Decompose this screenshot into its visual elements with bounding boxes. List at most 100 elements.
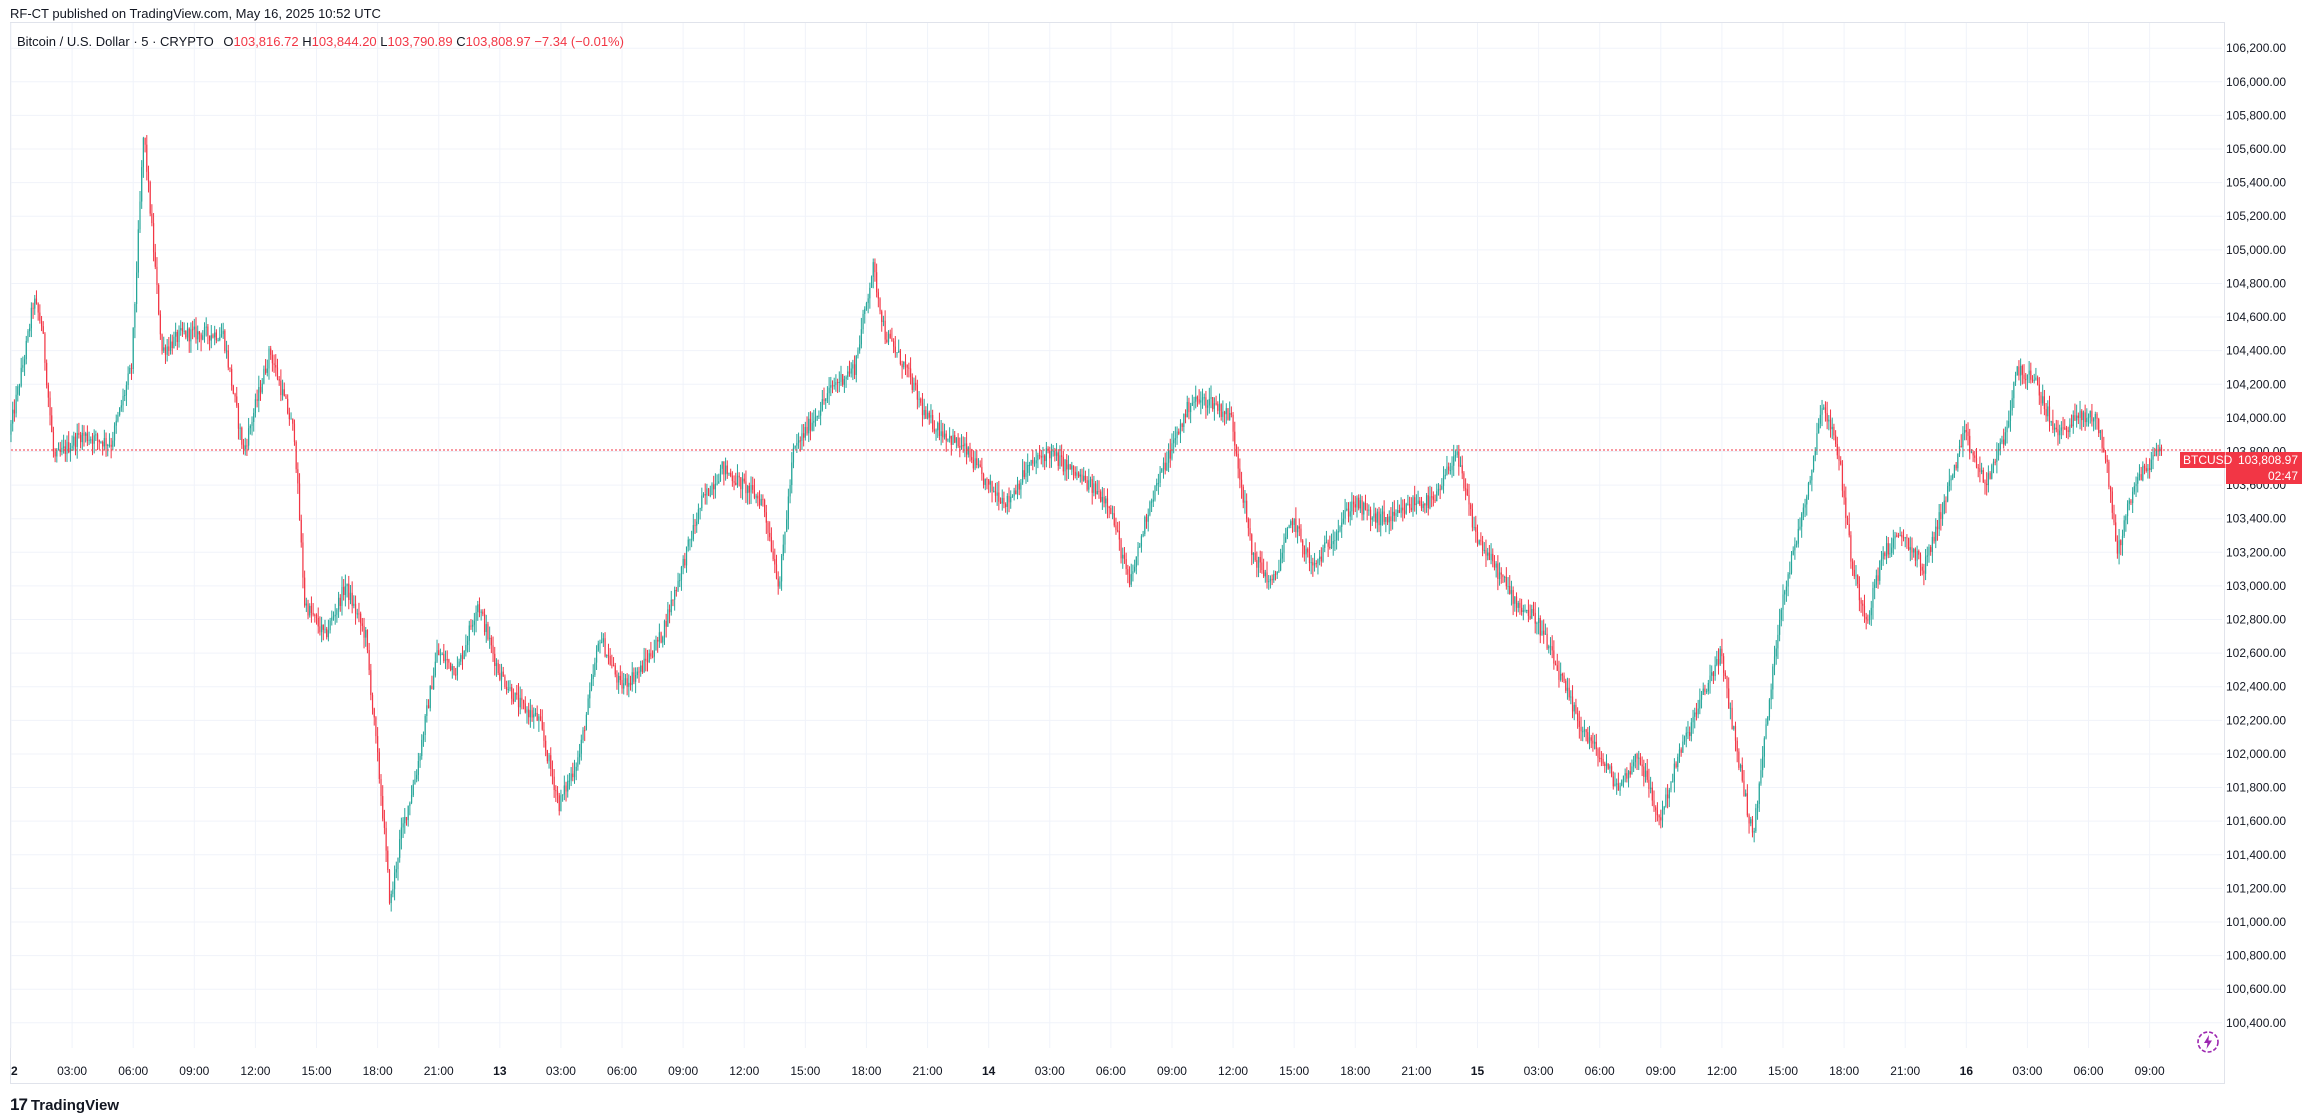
candle-body xyxy=(1651,787,1653,801)
candle-body xyxy=(1772,666,1774,690)
candle-body xyxy=(758,498,761,506)
candle-body xyxy=(886,339,888,343)
candle-body xyxy=(2093,418,2095,422)
price-tick-label: 105,000.00 xyxy=(2226,243,2286,257)
candle-body xyxy=(2132,491,2134,504)
candle-body xyxy=(536,712,538,721)
candle-body xyxy=(2052,421,2054,430)
candle-body xyxy=(232,385,234,394)
candle-body xyxy=(1274,574,1277,576)
candle-body xyxy=(360,613,362,624)
candle-body xyxy=(1429,496,1431,509)
candle-body xyxy=(186,328,189,338)
candle-body xyxy=(390,894,392,904)
candle-body xyxy=(1977,467,1979,469)
candle-body xyxy=(1672,781,1674,783)
candle-body xyxy=(592,674,594,680)
candle-body xyxy=(13,409,15,414)
candle-body xyxy=(1198,399,1200,403)
candle-body xyxy=(1339,526,1341,532)
candle-body xyxy=(368,650,370,671)
candle-body xyxy=(309,605,311,616)
candle-body xyxy=(1061,455,1063,457)
candle-body xyxy=(270,348,272,355)
candle-body xyxy=(1741,764,1743,781)
candle-body xyxy=(1191,402,1193,406)
candle-body xyxy=(49,397,51,416)
candle-body xyxy=(850,368,852,374)
candle-body xyxy=(1891,547,1893,554)
candle-body xyxy=(71,445,73,449)
candle-body xyxy=(1695,712,1698,715)
candle-body xyxy=(814,417,817,421)
candle-body xyxy=(731,475,733,482)
candle-body xyxy=(1101,496,1103,502)
candle-body xyxy=(283,389,285,397)
candle-body xyxy=(1687,732,1689,734)
candle-body xyxy=(404,816,406,824)
candle-body xyxy=(762,499,764,501)
candle-body xyxy=(506,686,508,690)
candle-body xyxy=(441,653,443,655)
candle-body xyxy=(1190,405,1192,413)
candle-body xyxy=(1914,548,1917,561)
candle-body xyxy=(1639,757,1642,765)
candle-body xyxy=(1212,397,1214,410)
candle-body xyxy=(2154,454,2156,456)
candle-body xyxy=(651,656,654,658)
candle-body xyxy=(1924,556,1927,574)
candle-body xyxy=(831,385,834,387)
candle-body xyxy=(212,335,214,338)
lightning-icon[interactable] xyxy=(2196,1030,2220,1054)
candle-body xyxy=(845,377,847,380)
candle-body xyxy=(176,332,178,343)
candle-body xyxy=(764,499,766,513)
tradingview-brand[interactable]: 17 TradingView xyxy=(10,1095,119,1115)
candle-body xyxy=(1714,664,1716,677)
candle-body xyxy=(556,791,559,796)
candle-body xyxy=(144,137,146,145)
candle-body xyxy=(1702,688,1704,695)
candle-body xyxy=(1208,398,1210,406)
candle-body xyxy=(996,492,998,496)
candle-body xyxy=(836,382,839,384)
candle-body xyxy=(475,612,477,621)
candle-body xyxy=(20,367,22,387)
candle-body xyxy=(25,340,27,360)
candle-body xyxy=(1666,794,1669,799)
candle-body xyxy=(489,637,491,639)
candle-body xyxy=(792,447,795,463)
symbol-title[interactable]: Bitcoin / U.S. Dollar · 5 · CRYPTO xyxy=(17,34,214,49)
candle-body xyxy=(1259,556,1261,563)
candle-body xyxy=(10,423,12,435)
candle-body xyxy=(30,307,32,329)
candle-body xyxy=(952,435,954,445)
candle-body xyxy=(1522,610,1524,612)
candle-body xyxy=(1330,544,1333,549)
candle-body xyxy=(1485,549,1487,556)
candle-body xyxy=(509,687,511,690)
candle-body xyxy=(1125,559,1127,570)
candle-body xyxy=(2160,447,2163,452)
candle-body xyxy=(1347,508,1350,517)
candle-body xyxy=(724,465,727,475)
candle-body xyxy=(791,462,793,486)
candle-body xyxy=(1050,451,1053,459)
candle-body xyxy=(565,785,567,792)
candle-body xyxy=(1106,498,1109,507)
candle-body xyxy=(774,559,776,565)
candle-body xyxy=(2067,430,2069,433)
candle-body xyxy=(745,481,747,494)
candle-body xyxy=(1836,444,1838,456)
candle-body xyxy=(877,292,879,299)
candle-body xyxy=(1108,506,1110,509)
candle-body xyxy=(740,477,742,490)
time-tick-label: 13 xyxy=(493,1064,507,1078)
time-tick-label: 15:00 xyxy=(1768,1064,1798,1078)
candle-body xyxy=(2048,406,2051,423)
candle-body xyxy=(691,539,693,541)
candle-body xyxy=(47,385,49,398)
candle-body xyxy=(869,287,871,299)
candle-body xyxy=(470,625,472,627)
